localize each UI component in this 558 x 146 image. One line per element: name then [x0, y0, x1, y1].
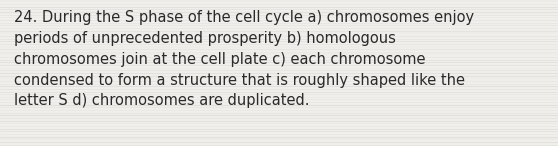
Text: 24. During the S phase of the cell cycle a) chromosomes enjoy
periods of unprece: 24. During the S phase of the cell cycle… — [14, 10, 474, 108]
